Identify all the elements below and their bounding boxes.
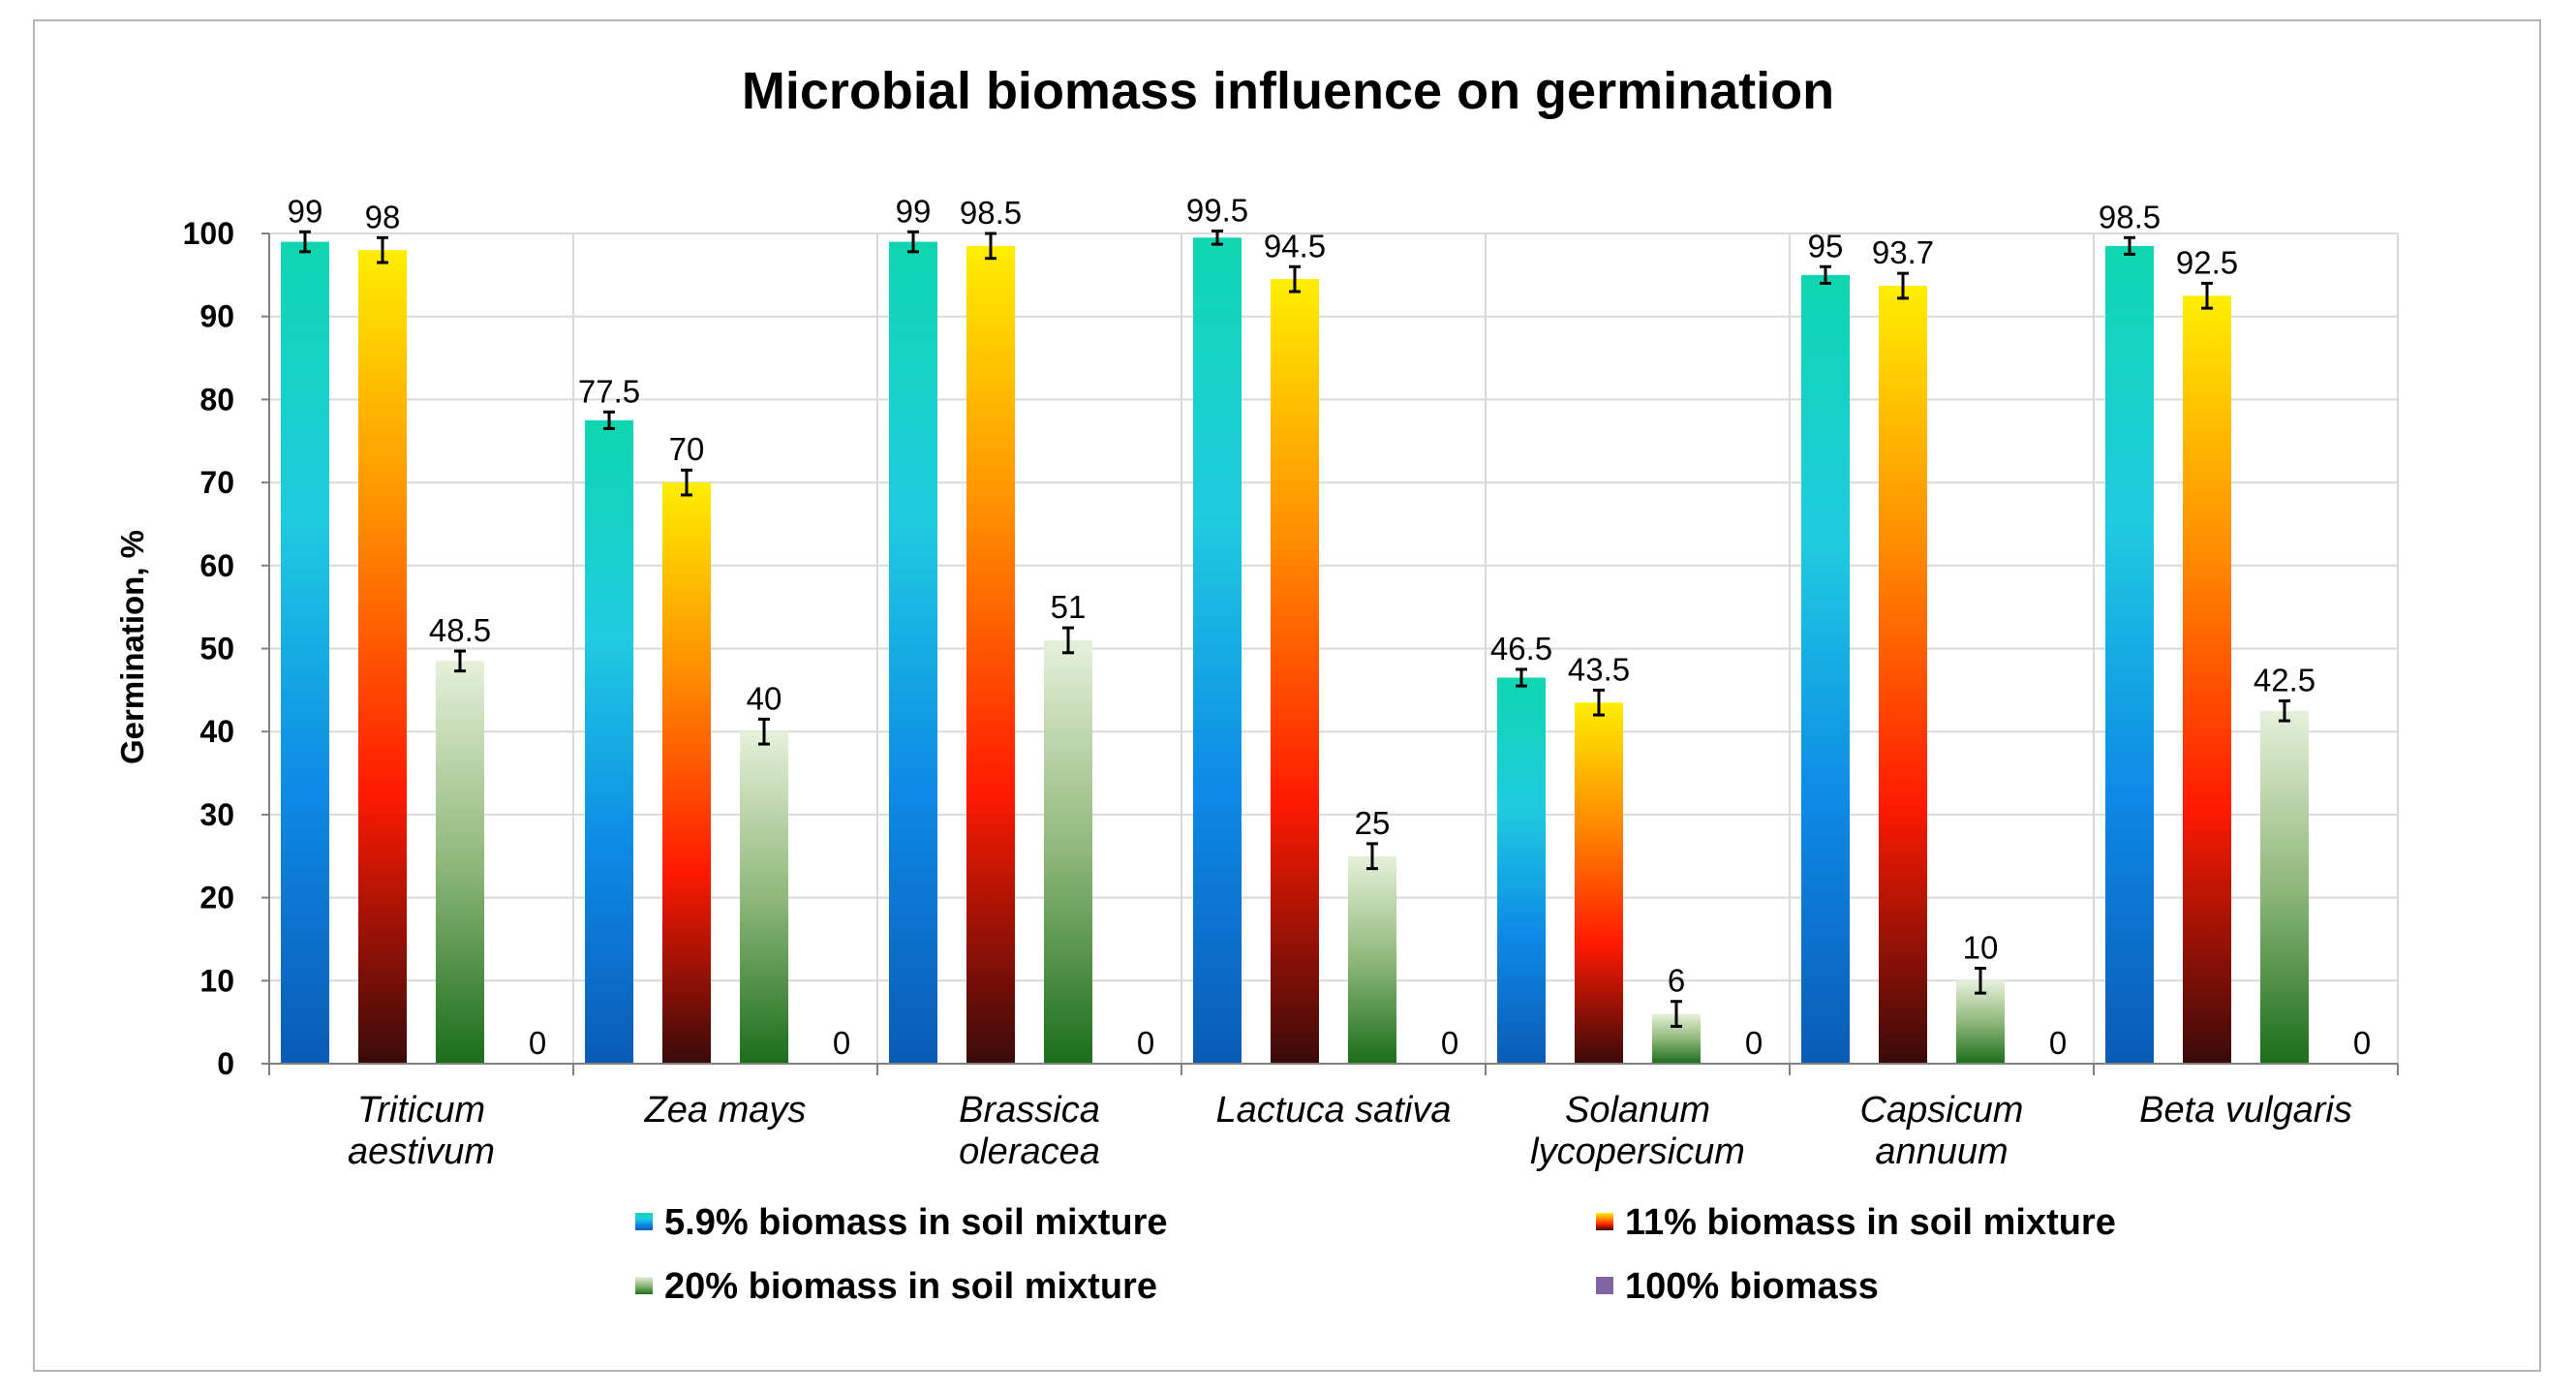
y-tick-label: 10 (199, 963, 234, 998)
data-label: 48.5 (429, 612, 491, 648)
bar (2105, 245, 2154, 1065)
y-tick-label: 20 (199, 881, 234, 915)
legend-swatch (1596, 1277, 1613, 1294)
x-tick-label: Lactuca sativa (1216, 1090, 1452, 1131)
x-tick-label: aestivum (348, 1132, 495, 1172)
data-label: 51 (1051, 589, 1087, 625)
data-label: 25 (1355, 805, 1391, 841)
legend-label: 100% biomass (1625, 1266, 1879, 1307)
data-label: 94.5 (1264, 228, 1326, 264)
bar (281, 241, 329, 1064)
data-label: 0 (529, 1025, 546, 1061)
bar (1348, 855, 1396, 1064)
x-tick-label: lycopersicum (1530, 1132, 1745, 1172)
legend-swatch (1596, 1213, 1613, 1230)
bar (1575, 702, 1623, 1064)
x-tick-label: Triticum (357, 1090, 485, 1131)
bar (358, 250, 407, 1064)
y-tick-label: 60 (199, 548, 234, 583)
bar (2183, 295, 2231, 1064)
bar (1271, 279, 1319, 1064)
chart-title: Microbial biomass influence on germinati… (742, 62, 1834, 120)
y-tick-label: 80 (199, 382, 234, 417)
data-label: 0 (1137, 1025, 1154, 1061)
data-label: 95 (1808, 228, 1844, 264)
y-tick-label: 70 (199, 465, 234, 500)
data-label: 0 (1441, 1025, 1458, 1061)
bar (1879, 285, 1927, 1065)
data-label: 6 (1668, 963, 1685, 999)
bar (436, 661, 484, 1064)
data-label: 99 (896, 193, 932, 229)
data-label: 43.5 (1568, 651, 1630, 687)
legend: 5.9% biomass in soil mixture 11% biomass … (635, 1202, 2116, 1307)
y-tick-label: 30 (199, 797, 234, 832)
data-label: 77.5 (578, 373, 640, 409)
bars (281, 229, 2309, 1065)
axes (261, 232, 2399, 1075)
data-label: 98.5 (2099, 199, 2161, 234)
data-label: 98.5 (960, 195, 1022, 231)
legend-swatch (635, 1213, 653, 1230)
bar (1193, 237, 1242, 1064)
data-label: 40 (747, 680, 782, 716)
data-label: 98 (365, 199, 401, 234)
bar (1497, 677, 1546, 1064)
y-tick-label: 0 (217, 1046, 234, 1081)
data-label: 0 (2353, 1025, 2371, 1061)
x-tick-label: Solanum (1565, 1090, 1710, 1131)
data-label: 0 (2049, 1025, 2067, 1061)
y-tick-label: 100 (183, 216, 234, 251)
data-label: 99 (288, 193, 323, 229)
data-label: 10 (1963, 929, 1999, 965)
bar (740, 731, 788, 1064)
x-tick-label: Brassica (959, 1090, 1100, 1131)
x-tick-label: Beta vulgaris (2139, 1090, 2352, 1131)
bar (2260, 710, 2309, 1064)
x-tick-label: Capsicum (1860, 1090, 2024, 1131)
bar (1044, 639, 1092, 1064)
y-tick-label: 50 (199, 632, 234, 666)
bar (1801, 274, 1850, 1065)
y-tick-label: 40 (199, 714, 234, 749)
legend-swatch (635, 1277, 653, 1294)
bar (966, 245, 1015, 1065)
x-tick-label: annuum (1875, 1132, 2008, 1172)
data-label: 99.5 (1186, 192, 1248, 228)
data-label: 70 (669, 431, 705, 467)
y-axis-label: Germination, % (114, 530, 150, 764)
bar (585, 419, 633, 1064)
legend-label: 11% biomass in soil mixture (1625, 1202, 2116, 1243)
labels: Microbial biomass influence on germinati… (114, 62, 2371, 1172)
x-tick-label: oleracea (959, 1132, 1100, 1172)
data-label: 46.5 (1490, 631, 1552, 666)
data-label: 42.5 (2254, 662, 2315, 698)
y-tick-label: 90 (199, 299, 234, 334)
data-label: 0 (1745, 1025, 1763, 1061)
bar (889, 241, 937, 1064)
legend-label: 5.9% biomass in soil mixture (664, 1202, 1168, 1243)
x-tick-label: Zea mays (644, 1090, 807, 1131)
data-label: 0 (833, 1025, 850, 1061)
bar (662, 482, 711, 1065)
legend-label: 20% biomass in soil mixture (664, 1266, 1157, 1307)
data-label: 93.7 (1872, 234, 1934, 270)
data-label: 92.5 (2176, 244, 2238, 280)
